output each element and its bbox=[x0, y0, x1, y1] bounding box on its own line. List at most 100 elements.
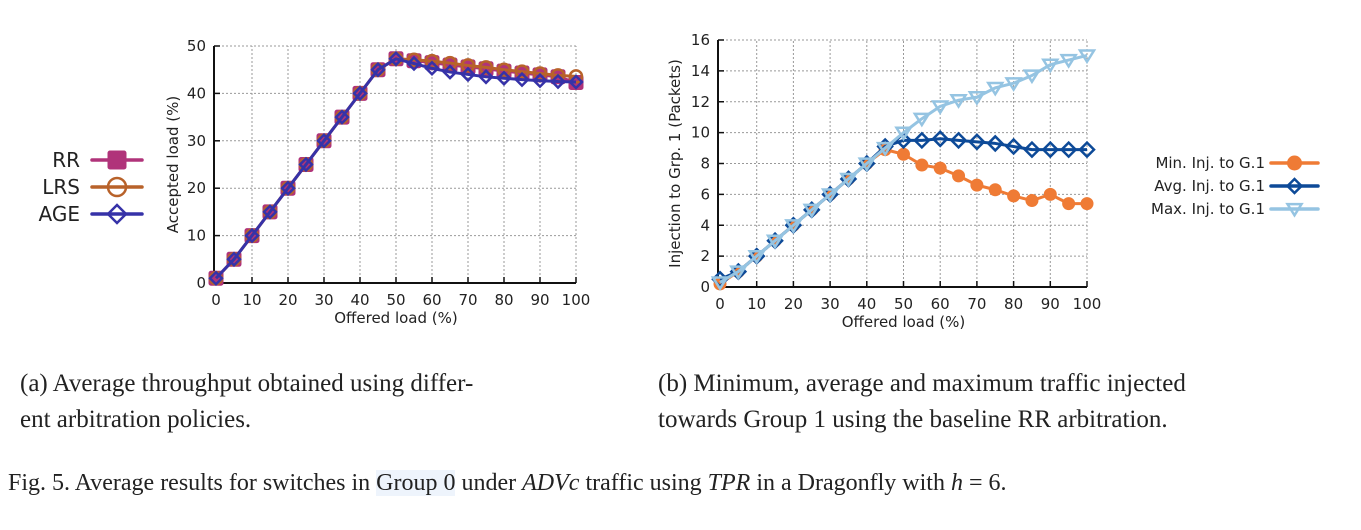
legend-marker-icon bbox=[106, 203, 128, 225]
figure-caption: Fig. 5. Average results for switches in … bbox=[8, 470, 1007, 497]
data-point bbox=[897, 147, 910, 161]
legend-marker-icon bbox=[107, 150, 127, 170]
x-axis-label: Offered load (%) bbox=[842, 313, 966, 331]
data-point bbox=[1078, 140, 1096, 159]
data-point bbox=[424, 60, 440, 77]
legend-a: RR LRS AGE bbox=[39, 148, 144, 226]
figure-caption-text: under bbox=[455, 470, 523, 496]
x-tick-label: 100 bbox=[562, 291, 591, 309]
y-axis-label: Accepted load (%) bbox=[164, 96, 182, 233]
data-point bbox=[514, 64, 530, 79]
data-point bbox=[496, 62, 512, 77]
y-axis-label: Injection to Grp. 1 (Packets) bbox=[666, 59, 684, 268]
x-tick-label: 30 bbox=[821, 295, 840, 313]
legend-label: Max. Inj. to G.1 bbox=[1151, 200, 1265, 218]
legend-marker-icon bbox=[106, 176, 128, 198]
legend-label: AGE bbox=[39, 202, 80, 226]
x-tick-label: 50 bbox=[386, 291, 405, 309]
data-point bbox=[1080, 197, 1094, 211]
group-0-link[interactable]: Group 0 bbox=[376, 470, 456, 496]
data-point bbox=[298, 156, 314, 173]
data-point bbox=[406, 52, 422, 67]
subcaption-b-line1: (b) Minimum, average and maximum traffic… bbox=[658, 370, 1186, 397]
data-point bbox=[970, 178, 984, 192]
data-point bbox=[930, 100, 950, 116]
subcaption-b-line2: towards Group 1 using the baseline RR ar… bbox=[658, 406, 1168, 433]
data-point bbox=[912, 112, 932, 128]
data-point bbox=[388, 51, 404, 67]
y-tick-label: 6 bbox=[700, 185, 710, 203]
subcaption-b: (b) Minimum, average and maximum traffic… bbox=[658, 366, 1186, 438]
y-tick-label: 20 bbox=[187, 179, 206, 197]
legend-b: Min. Inj. to G.1 Avg. Inj. to G.1 Max. Inj… bbox=[1151, 154, 1320, 218]
data-point bbox=[334, 109, 350, 125]
x-tick-label: 10 bbox=[242, 291, 261, 309]
data-point bbox=[988, 183, 1002, 197]
data-point bbox=[933, 161, 947, 175]
y-tick-label: 10 bbox=[187, 227, 206, 245]
subcaption-a-line1: (a) Average throughput obtained using di… bbox=[20, 370, 474, 397]
data-point bbox=[208, 270, 224, 287]
data-point bbox=[802, 203, 822, 219]
y-tick-label: 12 bbox=[691, 93, 710, 111]
data-point bbox=[1077, 49, 1097, 65]
legend-marker-icon bbox=[1287, 155, 1302, 171]
figure-caption-text: traffic using bbox=[579, 470, 708, 496]
x-tick-label: 0 bbox=[211, 291, 221, 309]
x-axis-label: Offered load (%) bbox=[334, 309, 458, 327]
data-point bbox=[244, 227, 260, 244]
data-point bbox=[1059, 53, 1078, 69]
x-tick-label: 60 bbox=[422, 291, 441, 309]
figure-caption-suffix: = 6. bbox=[962, 470, 1007, 496]
data-point bbox=[550, 73, 566, 90]
y-tick-label: 30 bbox=[187, 132, 206, 150]
figure-caption-prefix: Fig. 5. Average results for switches in bbox=[8, 470, 377, 496]
data-point bbox=[568, 69, 584, 84]
subcaption-a-line2: ent arbitration policies. bbox=[20, 406, 252, 433]
x-tick-label: 20 bbox=[784, 295, 803, 313]
data-point bbox=[442, 64, 458, 80]
y-tick-label: 40 bbox=[187, 84, 206, 102]
y-tick-label: 4 bbox=[700, 216, 710, 234]
x-tick-label: 90 bbox=[530, 291, 549, 309]
chart-a: 0 10 20 30 40 50 60 70 80 90 10001020304050Offered… bbox=[39, 37, 591, 327]
x-tick-label: 100 bbox=[1073, 295, 1102, 313]
data-point bbox=[262, 204, 278, 220]
y-tick-label: 14 bbox=[691, 62, 710, 80]
data-point bbox=[280, 180, 296, 196]
x-tick-label: 40 bbox=[857, 295, 876, 313]
data-point bbox=[1062, 197, 1076, 211]
data-point bbox=[514, 71, 530, 88]
data-point bbox=[352, 85, 368, 102]
data-point bbox=[460, 58, 476, 73]
data-point bbox=[1004, 137, 1023, 156]
data-point bbox=[747, 249, 766, 265]
x-tick-label: 80 bbox=[1004, 295, 1023, 313]
data-point bbox=[913, 131, 931, 150]
legend-label: Avg. Inj. to G.1 bbox=[1154, 177, 1265, 195]
data-point bbox=[729, 265, 748, 281]
data-point bbox=[1059, 140, 1078, 159]
x-tick-label: 10 bbox=[747, 295, 766, 313]
data-point bbox=[839, 172, 858, 188]
legend-label: Min. Inj. to G.1 bbox=[1155, 154, 1265, 172]
data-point bbox=[986, 134, 1005, 153]
y-tick-label: 8 bbox=[700, 155, 710, 173]
data-point bbox=[949, 94, 968, 109]
y-tick-label: 0 bbox=[700, 278, 710, 296]
data-point bbox=[1043, 187, 1057, 201]
legend-label: LRS bbox=[42, 175, 80, 199]
data-point bbox=[1004, 77, 1023, 92]
data-point bbox=[968, 133, 986, 151]
series-age bbox=[208, 51, 584, 287]
data-point bbox=[1041, 58, 1060, 74]
data-point bbox=[931, 130, 949, 148]
figure-caption-text: in a Dragonfly with bbox=[750, 470, 951, 496]
y-tick-label: 16 bbox=[691, 31, 710, 49]
data-point bbox=[765, 234, 785, 250]
x-tick-label: 90 bbox=[1041, 295, 1060, 313]
chart-b: 0 10 20 30 40 50 60 70 80 90 100 0 2 4 6 8 10 12 14 16 Offer… bbox=[666, 31, 1320, 331]
data-point bbox=[784, 219, 803, 234]
data-point bbox=[710, 276, 730, 292]
data-point bbox=[1022, 69, 1042, 85]
